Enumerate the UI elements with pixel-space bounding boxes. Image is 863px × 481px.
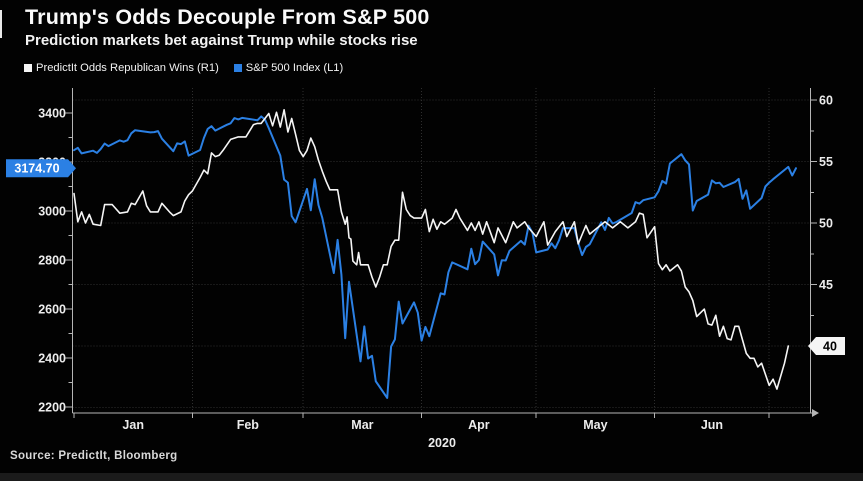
legend-swatch-blue-icon bbox=[233, 64, 242, 72]
left-axis-tick-label: 2600 bbox=[38, 303, 66, 317]
odds-value-badge-label: 40 bbox=[823, 340, 837, 354]
right-axis-tick-label: 60 bbox=[819, 94, 833, 108]
x-axis-year-label: 2020 bbox=[428, 436, 456, 450]
bottom-strip bbox=[0, 473, 863, 481]
left-axis-tick-label: 2400 bbox=[38, 352, 66, 366]
odds-value-badge bbox=[808, 337, 845, 355]
right-axis-tick-label: 50 bbox=[819, 217, 833, 231]
sp500-value-badge-label: 3174.70 bbox=[14, 162, 59, 176]
window-edge-artifact bbox=[0, 10, 2, 38]
chart-title: Trump's Odds Decouple From S&P 500 bbox=[25, 5, 430, 29]
left-axis-tick-label: 2200 bbox=[38, 401, 66, 415]
chart-subtitle: Prediction markets bet against Trump whi… bbox=[25, 32, 418, 49]
x-axis-arrow-icon bbox=[812, 409, 819, 417]
right-axis-tick-label: 45 bbox=[819, 278, 833, 292]
legend-item-predictit-odds[interactable]: PredictIt Odds Republican Wins (R1) bbox=[24, 62, 219, 74]
legend-label-sp500: S&P 500 Index (L1) bbox=[245, 62, 344, 74]
sp500-line bbox=[73, 115, 797, 399]
right-axis-tick-label: 55 bbox=[819, 155, 833, 169]
legend-item-sp500[interactable]: S&P 500 Index (L1) bbox=[233, 62, 344, 74]
odds-line bbox=[73, 109, 790, 390]
sp500-value-badge bbox=[6, 159, 76, 178]
source-text: Source: PredictIt, Bloomberg bbox=[10, 450, 178, 462]
x-axis-month-label: Jun bbox=[701, 418, 723, 432]
left-axis-tick-label: 2800 bbox=[38, 254, 66, 268]
legend-label-predictit-odds: PredictIt Odds Republican Wins (R1) bbox=[36, 62, 219, 74]
x-axis-month-label: Jan bbox=[122, 418, 144, 432]
x-axis-month-label: Feb bbox=[237, 418, 260, 432]
x-axis-month-label: May bbox=[583, 418, 607, 432]
x-axis-month-label: Mar bbox=[351, 418, 373, 432]
legend-swatch-white-icon bbox=[24, 64, 32, 72]
left-axis-tick-label: 3000 bbox=[38, 205, 66, 219]
legend: PredictIt Odds Republican Wins (R1) S&P … bbox=[24, 62, 343, 74]
x-axis-month-label: Apr bbox=[468, 418, 490, 432]
left-axis-tick-label: 3400 bbox=[38, 107, 66, 121]
